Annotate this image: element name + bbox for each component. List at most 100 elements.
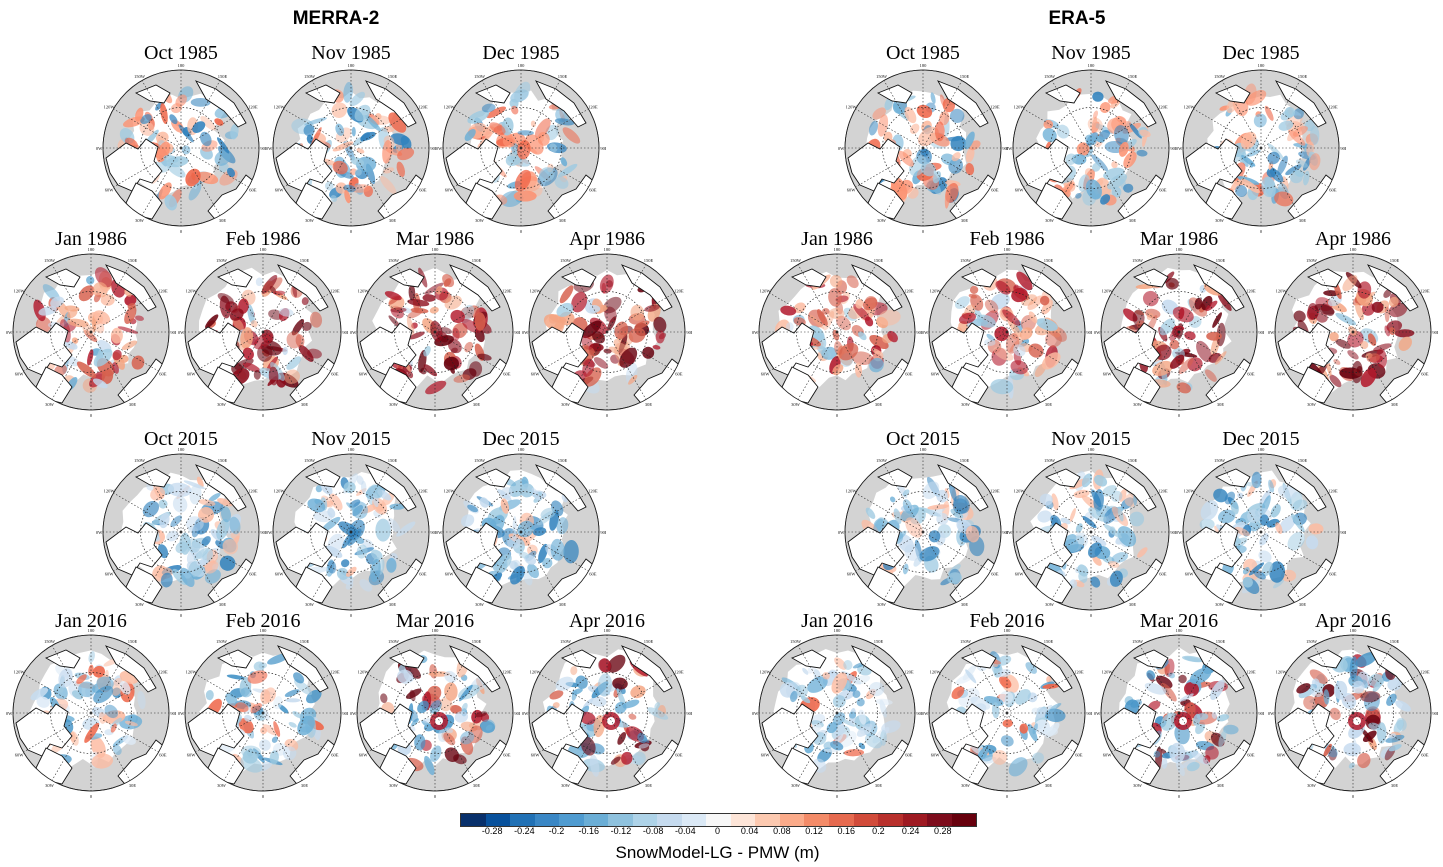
map-title: Jan 2016 bbox=[801, 610, 873, 632]
longitude-label: 30E bbox=[1217, 783, 1225, 788]
longitude-label: 120E bbox=[1158, 489, 1168, 494]
longitude-label: 60E bbox=[419, 572, 427, 577]
longitude-label: 120E bbox=[158, 289, 168, 294]
longitude-label: 150W bbox=[388, 258, 400, 263]
longitude-label: 30E bbox=[1299, 218, 1307, 223]
map-title: Jan 1986 bbox=[55, 228, 127, 250]
longitude-label: 90W bbox=[838, 146, 845, 151]
longitude-label: 150W bbox=[960, 258, 972, 263]
longitude-label: 90W bbox=[922, 330, 929, 335]
longitude-label: 180 bbox=[88, 247, 96, 252]
longitude-label: 150E bbox=[1298, 458, 1308, 463]
polar-map: 180 150E 120E 90E 60E 30E 0 30W 60W 90W 120W 150W bbox=[6, 247, 176, 417]
longitude-label: 150W bbox=[474, 74, 486, 79]
longitude-label: 60W bbox=[105, 188, 115, 193]
longitude-label: 0 bbox=[180, 613, 183, 617]
longitude-label: 90W bbox=[6, 330, 13, 335]
colorbar-tick-label: -0.04 bbox=[675, 826, 696, 836]
longitude-label: 120W bbox=[186, 670, 198, 675]
map-title: Nov 2015 bbox=[1051, 428, 1131, 450]
longitude-label: 60E bbox=[1421, 753, 1429, 758]
polar-map: 180 150E 120E 90E 60E 30E 0 30W 60W 90W 120W 150W bbox=[178, 247, 348, 417]
polar-map: 180 150E 120E 90E 60E 30E 0 30W 60W 90W 120W 150W bbox=[1006, 447, 1176, 617]
longitude-label: 30E bbox=[559, 602, 567, 607]
longitude-label: 120E bbox=[1246, 289, 1256, 294]
longitude-label: 30E bbox=[875, 783, 883, 788]
longitude-label: 120E bbox=[674, 289, 684, 294]
longitude-label: 150E bbox=[1216, 639, 1226, 644]
longitude-label: 120W bbox=[530, 670, 542, 675]
longitude-label: 120E bbox=[674, 670, 684, 675]
longitude-label: 120W bbox=[274, 489, 286, 494]
longitude-label: 30W bbox=[1133, 402, 1143, 407]
map-title: Apr 1986 bbox=[568, 228, 646, 250]
longitude-label: 60W bbox=[359, 372, 369, 377]
longitude-label: 90E bbox=[170, 330, 176, 335]
longitude-label: 60W bbox=[931, 753, 941, 758]
colorbar-segment bbox=[681, 814, 707, 826]
longitude-label: 90E bbox=[686, 330, 692, 335]
longitude-label: 180 bbox=[178, 447, 186, 452]
longitude-label: 180 bbox=[920, 447, 928, 452]
longitude-label: 120E bbox=[990, 489, 1000, 494]
longitude-label: 120E bbox=[502, 289, 512, 294]
colorbar-segment bbox=[534, 814, 560, 826]
longitude-label: 150E bbox=[1044, 258, 1054, 263]
longitude-label: 120W bbox=[14, 289, 26, 294]
longitude-label: 60E bbox=[159, 372, 167, 377]
longitude-label: 30E bbox=[1129, 602, 1137, 607]
longitude-label: 150W bbox=[1214, 74, 1226, 79]
longitude-label: 60W bbox=[445, 188, 455, 193]
longitude-label: 60E bbox=[249, 188, 257, 193]
longitude-label: 90E bbox=[1002, 146, 1008, 151]
map-title: Oct 2015 bbox=[886, 428, 960, 450]
longitude-label: 120W bbox=[1102, 670, 1114, 675]
map-title: Oct 2015 bbox=[144, 428, 218, 450]
longitude-label: 0 bbox=[1178, 413, 1181, 417]
longitude-label: 0 bbox=[262, 413, 265, 417]
longitude-label: 0 bbox=[1260, 229, 1263, 233]
colorbar-tick-label: -0.08 bbox=[642, 826, 664, 836]
longitude-label: 150W bbox=[1306, 258, 1318, 263]
longitude-label: 60W bbox=[359, 753, 369, 758]
map-title: Mar 1986 bbox=[395, 228, 475, 250]
longitude-label: 60E bbox=[331, 372, 339, 377]
longitude-label: 60W bbox=[15, 753, 25, 758]
longitude-label: 30W bbox=[389, 783, 399, 788]
longitude-label: 120E bbox=[588, 489, 598, 494]
longitude-label: 150W bbox=[1132, 639, 1144, 644]
longitude-label: 180 bbox=[348, 63, 356, 68]
longitude-label: 90W bbox=[1176, 146, 1183, 151]
polar-map: 180 150E 120E 90E 60E 30E 0 30W 60W 90W 120W 150W bbox=[522, 247, 692, 417]
longitude-label: 90E bbox=[600, 530, 606, 535]
map-title: Oct 1985 bbox=[144, 42, 218, 64]
longitude-label: 150E bbox=[1216, 258, 1226, 263]
polar-map: 180 150E 120E 90E 60E 30E 0 30W 60W 90W 120W 150W bbox=[266, 63, 436, 233]
map-title: Jan 1986 bbox=[801, 228, 873, 250]
longitude-label: 60W bbox=[531, 753, 541, 758]
longitude-label: 120E bbox=[904, 670, 914, 675]
map-title: Nov 1985 bbox=[1051, 42, 1131, 64]
map-title: Feb 1986 bbox=[969, 228, 1045, 250]
longitude-label: 90W bbox=[1006, 530, 1013, 535]
longitude-label: 150W bbox=[1132, 258, 1144, 263]
longitude-label: 90E bbox=[686, 711, 692, 716]
longitude-label: 0 bbox=[520, 229, 523, 233]
longitude-label: 60E bbox=[1159, 188, 1167, 193]
polar-map: 180 150E 120E 90E 60E 30E 0 30W 60W 90W 120W 150W bbox=[1268, 247, 1438, 417]
longitude-label: 90E bbox=[1340, 530, 1346, 535]
longitude-label: 30E bbox=[129, 783, 137, 788]
colorbar-tick-label: 0.16 bbox=[837, 826, 856, 836]
polar-map: 180 150E 120E 90E 60E 30E 0 30W 60W 90W 120W 150W bbox=[752, 628, 922, 798]
longitude-label: 60W bbox=[761, 753, 771, 758]
longitude-label: 90E bbox=[260, 530, 266, 535]
longitude-label: 150E bbox=[218, 458, 228, 463]
longitude-label: 60E bbox=[991, 572, 999, 577]
longitude-label: 30E bbox=[389, 218, 397, 223]
longitude-label: 30W bbox=[1045, 218, 1055, 223]
map-title: Jan 2016 bbox=[55, 610, 127, 632]
polar-map: 180 150E 120E 90E 60E 30E 0 30W 60W 90W 120W 150W bbox=[522, 628, 692, 798]
longitude-label: 30E bbox=[1299, 602, 1307, 607]
colorbar-segment bbox=[485, 814, 511, 826]
longitude-label: 0 bbox=[606, 413, 609, 417]
